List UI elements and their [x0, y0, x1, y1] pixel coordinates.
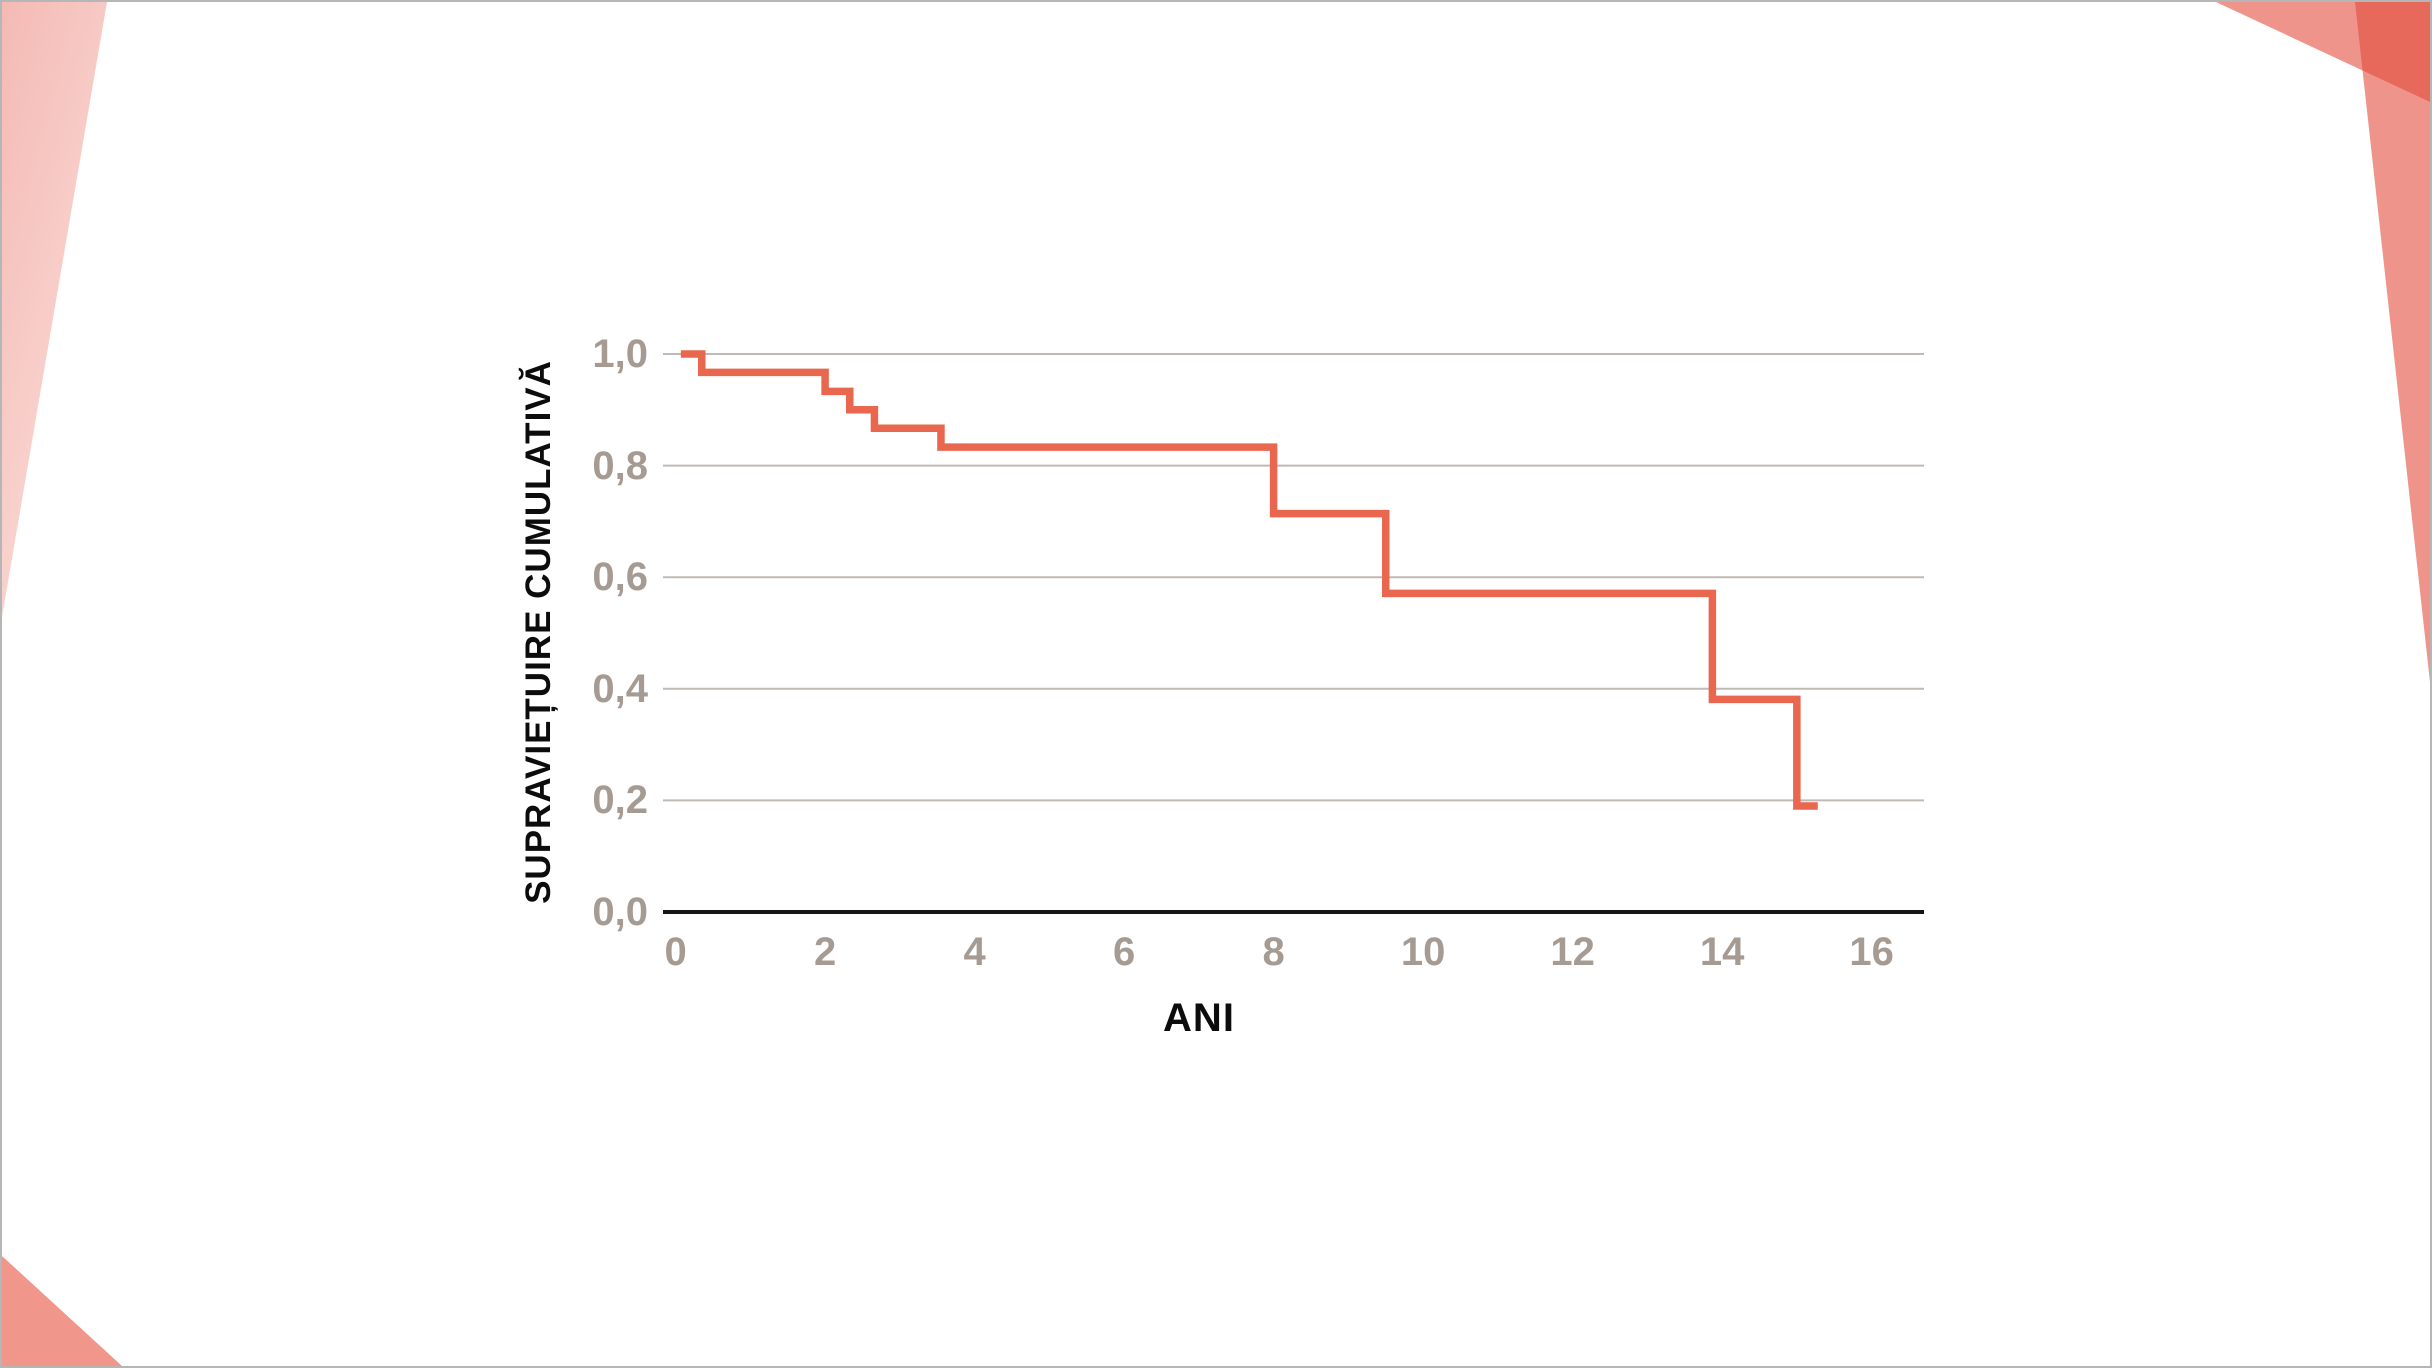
x-tick-label: 6: [1112, 930, 1136, 974]
x-tick-label: 14: [1699, 930, 1745, 974]
x-tick-label: 2: [813, 930, 837, 974]
y-tick-label: 0,2: [592, 778, 648, 823]
x-tick-label: 12: [1550, 930, 1595, 974]
x-tick-label: 16: [1849, 930, 1894, 974]
survival-curve: [680, 350, 1818, 810]
x-tick-label: 10: [1400, 930, 1446, 974]
x-tick-label: 0: [664, 930, 687, 974]
y-tick-label: 0,6: [592, 555, 648, 600]
y-tick-label: 0,4: [592, 666, 648, 711]
y-axis-title: SUPRAVIEȚUIRE CUMULATIVĂ: [519, 360, 558, 904]
x-axis-title: ANI: [1163, 996, 1235, 1040]
y-tick-label: 0,0: [592, 890, 648, 934]
x-tick-label: 4: [963, 930, 986, 974]
y-tick-label: 1,0: [592, 332, 648, 376]
x-tick-label: 8: [1262, 930, 1285, 974]
y-tick-label: 0,8: [592, 443, 648, 488]
